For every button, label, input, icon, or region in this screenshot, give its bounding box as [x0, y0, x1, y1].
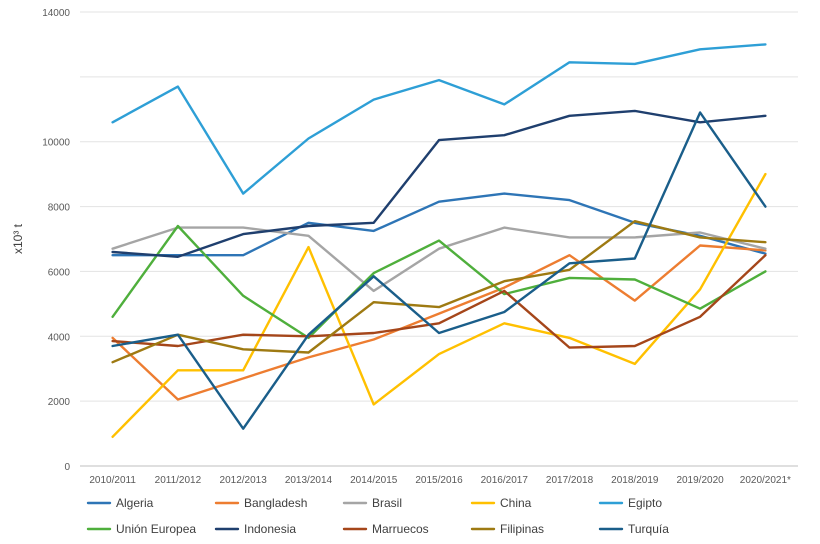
legend-label: Egipto	[628, 496, 662, 510]
y-tick-label: 10000	[42, 138, 70, 149]
x-tick-label: 2017/2018	[546, 475, 594, 486]
x-tick-label: 2014/2015	[350, 475, 398, 486]
legend-label: Algeria	[116, 496, 154, 510]
y-tick-label: 14000	[42, 8, 70, 19]
legend-label: Brasil	[372, 496, 402, 510]
legend-label: Bangladesh	[244, 496, 307, 510]
y-tick-label: 4000	[48, 332, 71, 343]
legend-label: China	[500, 496, 532, 510]
series-line-indonesia	[111, 109, 767, 258]
series-line-turquía	[111, 111, 767, 430]
series-line-brasil	[111, 226, 767, 293]
x-tick-label: 2015/2016	[415, 475, 463, 486]
legend-label: Unión Europea	[116, 522, 196, 536]
x-tick-label: 2011/2012	[155, 475, 202, 486]
x-tick-labels: 2010/2011 2011/2012 2012/2013 2013/2014 2014…	[89, 475, 791, 486]
x-tick-label: 2019/2020	[676, 475, 724, 486]
legend-label: Turquía	[628, 522, 669, 536]
x-tick-label: 2012/2013	[220, 475, 268, 486]
legend-label: Filipinas	[500, 522, 544, 536]
series-lines	[111, 43, 767, 438]
series-line-unión-europea	[111, 224, 767, 340]
x-tick-label: 2010/2011	[89, 475, 136, 486]
legend-label: Marruecos	[372, 522, 429, 536]
y-tick-label: 0	[64, 462, 70, 473]
y-axis-title: x10³ t	[11, 223, 25, 254]
series-line-marruecos	[111, 253, 767, 349]
y-tick-label: 6000	[48, 267, 71, 278]
y-tick-label: 2000	[48, 397, 71, 408]
x-tick-label: 2018/2019	[611, 475, 659, 486]
y-tick-label: 8000	[48, 203, 71, 214]
legend: Algeria Bangladesh Brasil China Egipto Unión …	[86, 496, 669, 536]
x-tick-label: 2020/2021*	[740, 475, 791, 486]
y-tick-labels: 0 2000 4000 6000 8000 10000 14000	[42, 8, 70, 473]
series-line-filipinas	[111, 219, 767, 364]
legend-label: Indonesia	[244, 522, 296, 536]
series-line-egipto	[111, 43, 767, 195]
x-tick-label: 2016/2017	[481, 475, 529, 486]
series-line-bangladesh	[111, 244, 767, 401]
x-tick-label: 2013/2014	[285, 475, 333, 486]
series-line-china	[111, 172, 767, 438]
